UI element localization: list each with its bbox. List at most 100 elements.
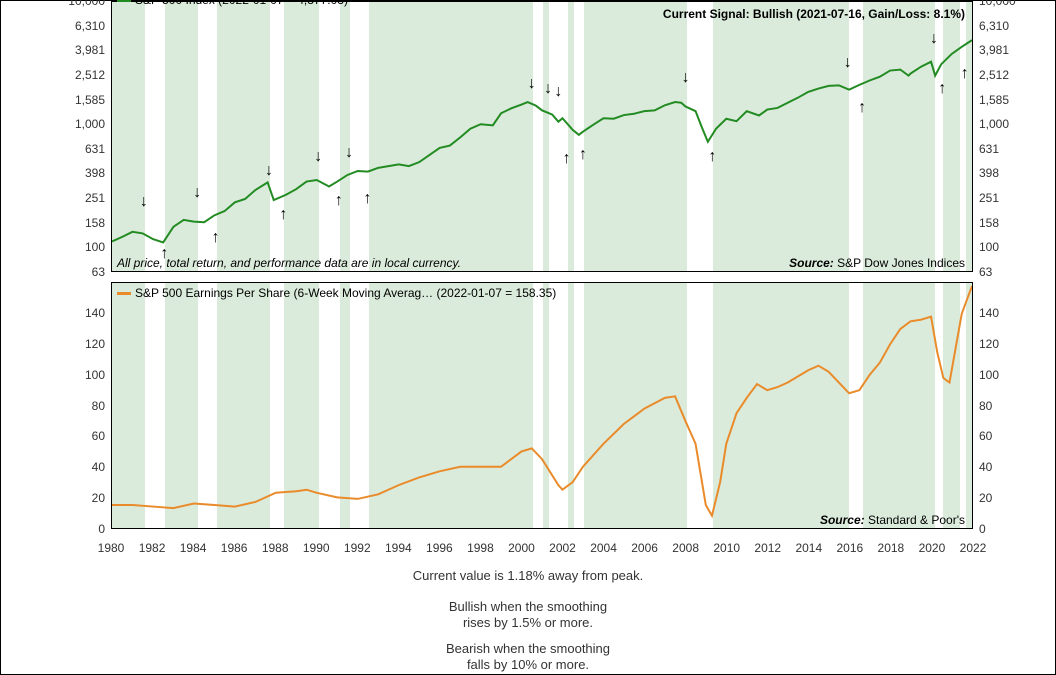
top-chart-legend: S&P 500 Index (2022-01-07 = 4,877.03) (117, 0, 348, 7)
bottom-legend-swatch (117, 292, 131, 295)
signal-arrow-down-icon: ↓ (140, 194, 148, 210)
bullish-band (584, 2, 687, 271)
x-axis-tick: 1980 (98, 541, 125, 555)
bullish-band (284, 283, 319, 528)
x-axis-tick: 2010 (713, 541, 740, 555)
signal-arrow-up-icon: ↑ (938, 81, 946, 97)
signal-arrow-down-icon: ↓ (682, 70, 690, 86)
bullish-band (165, 2, 198, 271)
signal-arrow-down-icon: ↓ (193, 185, 201, 201)
signal-arrow-down-icon: ↓ (345, 145, 353, 161)
x-axis-tick: 2002 (549, 541, 576, 555)
bot-y-tick-right: 20 (979, 491, 992, 505)
footer-line-2a: Bullish when the smoothing (1, 599, 1055, 614)
bottom-legend-text: S&P 500 Earnings Per Share (6-Week Movin… (135, 286, 556, 300)
top-y-tick-right: 631 (979, 142, 999, 156)
bot-y-tick-left: 60 (1, 429, 105, 443)
x-axis-tick: 1996 (426, 541, 453, 555)
bullish-band (568, 2, 574, 271)
bullish-band (966, 283, 973, 528)
bot-y-tick-right: 80 (979, 399, 992, 413)
top-y-tick-right: 1,585 (979, 93, 1009, 107)
bot-y-tick-left: 140 (1, 306, 105, 320)
top-y-tick-left: 158 (1, 216, 105, 230)
top-y-tick-right: 3,981 (979, 43, 1009, 57)
signal-arrow-down-icon: ↓ (930, 31, 938, 47)
x-axis-tick: 2020 (919, 541, 946, 555)
bullish-band (284, 2, 319, 271)
signal-arrow-up-icon: ↑ (961, 66, 969, 82)
bullish-band (863, 283, 935, 528)
bottom-chart-legend: S&P 500 Earnings Per Share (6-Week Movin… (117, 286, 556, 300)
bot-y-tick-right: 60 (979, 429, 992, 443)
signal-arrow-down-icon: ↓ (554, 84, 562, 100)
bullish-band (943, 283, 959, 528)
signal-arrow-down-icon: ↓ (528, 76, 536, 92)
footer-line-1: Current value is 1.18% away from peak. (1, 568, 1055, 583)
signal-arrow-up-icon: ↑ (563, 151, 571, 167)
bullish-band (217, 2, 270, 271)
top-y-tick-right: 158 (979, 216, 999, 230)
top-chart-plot (111, 1, 973, 272)
top-legend-text: S&P 500 Index (2022-01-07 = 4,877.03) (135, 0, 348, 7)
x-axis-tick: 1984 (180, 541, 207, 555)
signal-arrow-down-icon: ↓ (314, 149, 322, 165)
bot-y-tick-right: 140 (979, 306, 999, 320)
bottom-source-text: Standard & Poor's (868, 513, 965, 527)
signal-arrow-down-icon: ↓ (544, 81, 552, 97)
top-y-tick-left: 398 (1, 166, 105, 180)
bot-y-tick-left: 80 (1, 399, 105, 413)
bullish-band (112, 2, 145, 271)
bottom-source: Source: Standard & Poor's (820, 513, 965, 527)
top-source-text: S&P Dow Jones Indices (837, 256, 965, 270)
x-axis-tick: 1998 (467, 541, 494, 555)
top-y-tick-left: 10,000 (1, 0, 105, 8)
bullish-band (966, 2, 973, 271)
bullish-band (543, 2, 549, 271)
bot-y-tick-right: 100 (979, 368, 999, 382)
x-axis-tick: 2004 (590, 541, 617, 555)
bot-y-tick-right: 40 (979, 460, 992, 474)
signal-arrow-up-icon: ↑ (579, 147, 587, 163)
signal-arrow-up-icon: ↑ (364, 191, 372, 207)
chart-page: S&P 500 Index (2022-01-07 = 4,877.03) Cu… (0, 0, 1056, 675)
x-axis-tick: 2008 (672, 541, 699, 555)
bot-y-tick-left: 120 (1, 337, 105, 351)
x-axis-tick: 1986 (221, 541, 248, 555)
top-source: Source: S&P Dow Jones Indices (789, 256, 965, 270)
top-y-tick-left: 1,000 (1, 117, 105, 131)
top-y-tick-left: 63 (1, 265, 105, 279)
top-y-tick-right: 251 (979, 191, 999, 205)
bot-y-tick-left: 0 (1, 522, 105, 536)
top-y-tick-left: 251 (1, 191, 105, 205)
bot-y-tick-right: 0 (979, 522, 986, 536)
top-y-tick-left: 6,310 (1, 19, 105, 33)
x-axis-tick: 2012 (754, 541, 781, 555)
bot-y-tick-right: 120 (979, 337, 999, 351)
top-y-tick-right: 1,000 (979, 117, 1009, 131)
bullish-band (943, 2, 959, 271)
signal-text: Current Signal: Bullish (2021-07-16, Gai… (663, 7, 965, 21)
signal-arrow-up-icon: ↑ (858, 100, 866, 116)
top-y-tick-left: 1,585 (1, 93, 105, 107)
x-axis-tick: 1994 (385, 541, 412, 555)
top-y-tick-left: 3,981 (1, 43, 105, 57)
top-y-tick-right: 10,000 (979, 0, 1016, 8)
x-axis-tick: 2006 (631, 541, 658, 555)
signal-arrow-down-icon: ↓ (265, 163, 273, 179)
bullish-band (369, 2, 533, 271)
top-legend-swatch (117, 0, 131, 2)
bullish-band (713, 283, 848, 528)
top-y-tick-right: 398 (979, 166, 999, 180)
x-axis-tick: 2014 (795, 541, 822, 555)
top-source-label: Source: (789, 256, 834, 270)
footer-line-3a: Bearish when the smoothing (1, 641, 1055, 656)
x-axis-tick: 2018 (878, 541, 905, 555)
signal-arrow-up-icon: ↑ (708, 149, 716, 165)
signal-arrow-up-icon: ↑ (212, 230, 220, 246)
top-y-tick-right: 6,310 (979, 19, 1009, 33)
top-y-tick-left: 100 (1, 240, 105, 254)
bullish-band (568, 283, 574, 528)
bullish-band (112, 283, 145, 528)
top-y-tick-right: 63 (979, 265, 992, 279)
